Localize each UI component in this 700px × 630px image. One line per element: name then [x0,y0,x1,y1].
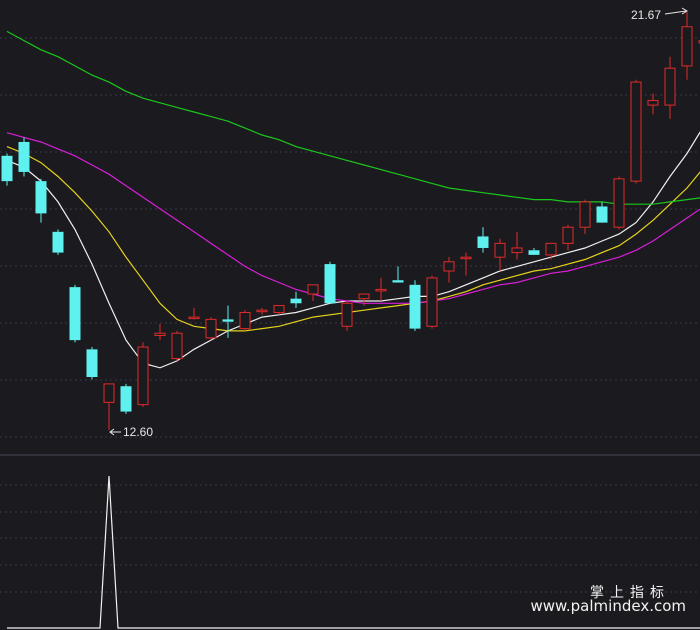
marker-layer: 21.67 12.60 [109,7,688,439]
candle [239,310,251,331]
candle-body [409,284,421,329]
candle [307,284,319,301]
candle [494,238,506,272]
candle [273,305,285,315]
candle-body [358,293,370,300]
candle-body [120,386,132,412]
candle-body [562,226,574,244]
candle [18,137,30,177]
candle [358,293,370,306]
candle-body [681,26,693,67]
moving-average-line [6,146,700,332]
high-marker-arrow [664,10,687,15]
candle [511,231,523,260]
candle [528,247,540,255]
candle [477,227,489,253]
candle [86,347,98,380]
high-marker-arrowhead [681,7,688,15]
candle [171,330,183,361]
candle-body [324,264,336,304]
candle-body [86,349,98,378]
candle-body [205,318,217,339]
candle-body [239,311,251,330]
candle [562,224,574,251]
watermark-url: www.palmindex.com [530,597,686,615]
candle-body [613,178,625,228]
candle-body [596,206,608,223]
candle [35,178,47,223]
watermark-name: 掌上指标 [590,585,670,601]
oscillator-layer [7,475,700,629]
candle [630,79,642,184]
candle-body [511,247,523,254]
candle-body [528,250,540,255]
candle [664,56,676,119]
candle-body [35,181,47,214]
candle-body [443,261,455,272]
candle [120,383,132,414]
candle-body [460,256,472,260]
candle [647,93,659,115]
candle [137,342,149,407]
candle [545,242,557,260]
candle [375,277,387,301]
candle-body [154,332,166,337]
candle [681,12,693,80]
candle-body [137,346,149,406]
candle-body [188,316,200,320]
candle [443,257,455,283]
candle [392,266,404,283]
candle-body [630,81,642,182]
candles-layer [1,12,700,430]
candle-body [392,280,404,283]
candle-body [222,319,234,322]
oscillator-line [7,475,700,629]
candle [290,291,302,308]
low-price-label: 12.60 [123,425,153,439]
candle-body [290,298,302,304]
candle-body [273,305,285,313]
candle [579,199,591,235]
candle [52,229,64,255]
candle [460,252,472,276]
candle-body [341,302,353,327]
candle-body [494,242,506,258]
high-price-label: 21.67 [631,8,661,22]
candle [596,201,608,223]
candle [341,300,353,331]
candle-body [545,242,557,256]
candle [1,153,13,186]
candle [205,317,217,341]
candle-body [18,141,30,172]
candle-body [1,155,13,182]
candle [324,261,336,304]
low-marker-arrowhead [109,428,115,436]
candle [409,280,421,331]
candle-body [103,383,115,403]
candle-body [171,332,183,360]
candle [69,284,81,343]
candle [154,324,166,341]
candle-body [256,309,268,313]
candle [613,176,625,230]
candle-body [375,288,387,292]
candle-body [647,99,659,106]
candle-body [579,201,591,228]
candle-body [69,287,81,341]
candle-body [664,67,676,106]
candle [103,383,115,430]
grid-layer [0,37,700,593]
candle-body [426,277,438,327]
candle [222,305,234,338]
candle-body [52,231,64,253]
candle-body [477,236,489,248]
candle [426,275,438,329]
candle [188,307,200,320]
candle [256,307,268,315]
candle-body [307,284,319,295]
